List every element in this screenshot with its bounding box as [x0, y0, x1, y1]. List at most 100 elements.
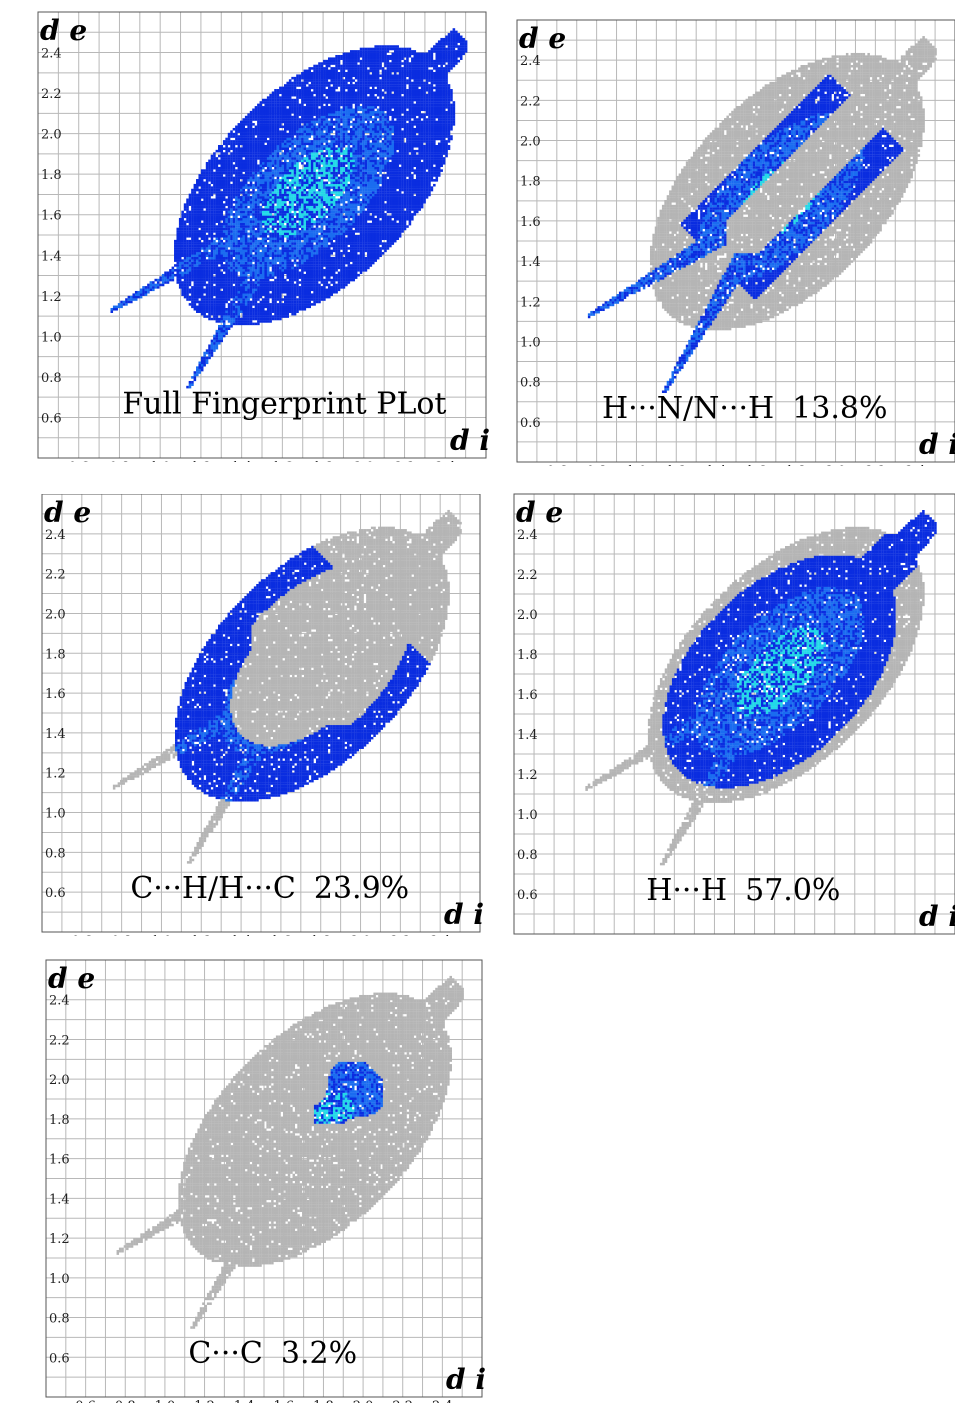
fingerprint-point	[205, 349, 209, 352]
fingerprint-point	[232, 303, 236, 306]
fingerprint-point	[327, 166, 331, 170]
fingerprint-point	[296, 188, 299, 192]
fingerprint-point	[305, 193, 309, 197]
fingerprint-point	[240, 213, 243, 216]
fingerprint-point	[303, 247, 307, 250]
fingerprint-point	[323, 135, 326, 138]
fingerprint-point	[252, 188, 255, 192]
fingerprint-point	[188, 227, 192, 231]
fingerprint-point	[254, 256, 258, 260]
fingerprint-point	[327, 162, 331, 165]
fingerprint-point	[193, 290, 197, 294]
fingerprint-point	[313, 244, 316, 248]
fingerprint-point	[276, 242, 280, 245]
fingerprint-point	[252, 281, 255, 284]
fingerprint-point	[308, 237, 311, 240]
fingerprint-point	[247, 169, 250, 172]
fingerprint-point	[235, 210, 238, 214]
fingerprint-point	[283, 225, 287, 228]
fingerprint-point	[274, 315, 277, 318]
fingerprint-point	[242, 118, 246, 121]
fingerprint-point	[205, 266, 209, 270]
fingerprint-point	[283, 230, 287, 233]
fingerprint-point	[310, 81, 314, 85]
fingerprint-point	[305, 72, 309, 75]
fingerprint-point	[323, 273, 326, 277]
fingerprint-point	[169, 276, 172, 279]
fingerprint-point	[213, 286, 216, 289]
fingerprint-point	[301, 269, 304, 272]
fingerprint-point	[205, 356, 209, 360]
fingerprint-point	[327, 147, 331, 150]
fingerprint-point	[244, 269, 248, 272]
fingerprint-point	[227, 222, 231, 226]
fingerprint-point	[210, 305, 214, 309]
fingerprint-point	[288, 290, 292, 294]
fingerprint-point	[181, 210, 184, 214]
fingerprint-point	[252, 179, 255, 182]
fingerprint-point	[203, 176, 206, 180]
fingerprint-point	[183, 266, 187, 270]
fingerprint-point	[225, 215, 228, 219]
fingerprint-point	[232, 144, 236, 148]
fingerprint-point	[296, 281, 299, 284]
fingerprint-point	[242, 254, 246, 258]
fingerprint-point	[308, 247, 311, 250]
fingerprint-point	[264, 227, 268, 231]
fingerprint-point	[252, 264, 255, 267]
fingerprint-point	[130, 300, 133, 304]
fingerprint-point	[303, 278, 307, 282]
fingerprint-point	[269, 130, 272, 133]
fingerprint-point	[276, 232, 280, 236]
fingerprint-point	[259, 198, 263, 202]
fingerprint-point	[315, 89, 319, 92]
fingerprint-point	[130, 298, 133, 301]
fingerprint-point	[264, 125, 268, 129]
fingerprint-point	[240, 159, 243, 163]
fingerprint-point	[308, 69, 311, 73]
fingerprint-point	[186, 232, 189, 236]
fingerprint-point	[274, 144, 277, 148]
fingerprint-point	[269, 261, 272, 265]
fingerprint-point	[186, 281, 189, 284]
fingerprint-point	[266, 154, 270, 158]
fingerprint-point	[249, 254, 253, 258]
fingerprint-point	[303, 252, 307, 255]
fingerprint-point	[218, 283, 221, 287]
fingerprint-point	[264, 225, 268, 228]
fingerprint-point	[220, 293, 224, 296]
fingerprint-point	[308, 98, 311, 102]
fingerprint-point	[215, 259, 219, 262]
fingerprint-point	[225, 237, 228, 240]
fingerprint-point	[264, 273, 268, 277]
fingerprint-point	[315, 237, 319, 240]
fingerprint-point	[257, 303, 260, 306]
fingerprint-point	[205, 164, 209, 168]
fingerprint-point	[183, 227, 187, 231]
fingerprint-point	[318, 113, 321, 116]
fingerprint-point	[264, 288, 268, 292]
fingerprint-point	[327, 286, 331, 289]
fingerprint-point	[188, 242, 192, 245]
fingerprint-point	[213, 269, 216, 272]
fingerprint-point	[308, 232, 311, 236]
fingerprint-point	[230, 208, 233, 211]
fingerprint-point	[232, 140, 236, 143]
fingerprint-point	[276, 266, 280, 270]
fingerprint-point	[279, 220, 282, 223]
fingerprint-point	[305, 183, 309, 187]
fingerprint-point	[196, 198, 199, 202]
fingerprint-point	[262, 159, 265, 163]
fingerprint-point	[286, 281, 290, 284]
fingerprint-point	[264, 315, 268, 318]
fingerprint-point	[315, 132, 319, 136]
fingerprint-point	[213, 303, 216, 306]
fingerprint-point	[327, 232, 331, 236]
fingerprint-point	[318, 86, 321, 90]
fingerprint-point	[249, 283, 253, 287]
fingerprint-point	[215, 213, 219, 216]
fingerprint-point	[296, 278, 299, 282]
fingerprint-point	[264, 303, 268, 306]
fingerprint-point	[193, 295, 197, 299]
fingerprint-point	[232, 159, 236, 163]
